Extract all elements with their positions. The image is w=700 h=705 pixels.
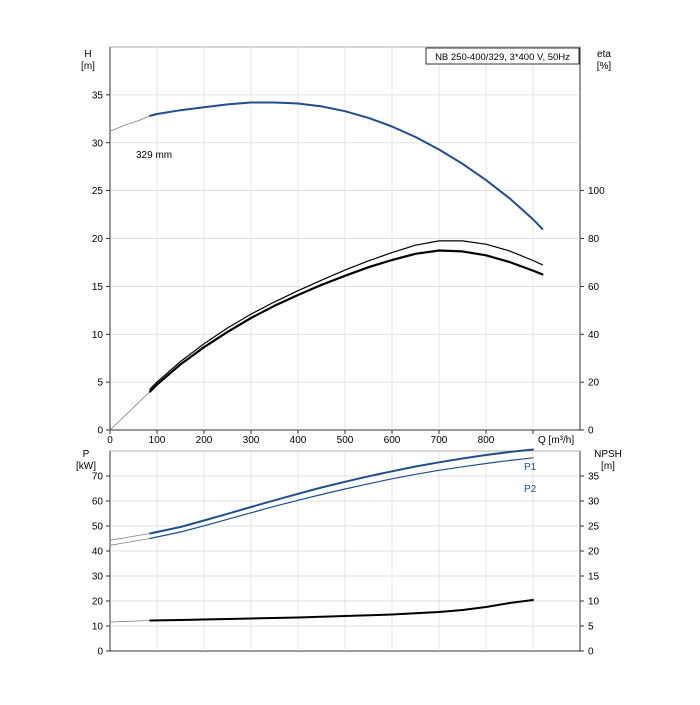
- head-tick-label: 30: [92, 138, 104, 149]
- power-axis-unit: [kW]: [76, 461, 96, 472]
- x-tick-label: 700: [431, 435, 448, 446]
- npsh-tick-label: 25: [588, 522, 600, 533]
- npsh-tick-label: 10: [588, 597, 600, 608]
- power-tick-label: 70: [92, 472, 104, 483]
- head-axis-label: H: [84, 49, 91, 60]
- head-tick-label: 15: [92, 282, 104, 293]
- power-tick-label: 10: [92, 622, 104, 633]
- p1-series-label: P1: [524, 462, 537, 473]
- power-tick-label: 40: [92, 547, 104, 558]
- npsh-axis-label: NPSH: [594, 449, 622, 460]
- x-axis-unit-label: Q [m³/h]: [538, 435, 574, 446]
- eta-tick-label: 60: [588, 282, 600, 293]
- x-tick-label: 800: [478, 435, 495, 446]
- top-x-ticks: 0 100 200 300 400 500 600 700 800: [107, 430, 534, 446]
- head-tick-label: 5: [97, 378, 103, 389]
- p1-extrapolated-curve: [109, 533, 151, 541]
- x-tick-label: 200: [196, 435, 213, 446]
- head-axis-unit: [m]: [81, 61, 95, 72]
- eta-tick-label: 0: [588, 426, 594, 437]
- head-tick-label: 20: [92, 234, 104, 245]
- bottom-series: [109, 448, 534, 623]
- npsh-tick-label: 20: [588, 547, 600, 558]
- head-tick-label: 35: [92, 90, 104, 101]
- x-tick-label: 500: [337, 435, 354, 446]
- bottom-grid: [110, 450, 580, 651]
- x-tick-label: 400: [290, 435, 307, 446]
- x-tick-label: 0: [107, 435, 113, 446]
- npsh-tick-label: 30: [588, 497, 600, 508]
- top-right-ticks: 0 20 40 60 80 100: [580, 186, 605, 437]
- power-tick-label: 0: [97, 647, 103, 658]
- eta-tick-label: 20: [588, 378, 600, 389]
- head-curve: [148, 101, 544, 230]
- p1-curve: [148, 448, 534, 535]
- head-tick-label: 25: [92, 186, 104, 197]
- power-tick-label: 50: [92, 522, 104, 533]
- power-tick-label: 60: [92, 497, 104, 508]
- p2-series-label: P2: [524, 484, 537, 495]
- head-efficiency-panel: 0 100 200 300 400 500 600 700 800 05101520253035…: [81, 46, 612, 446]
- eta-tick-label: 40: [588, 330, 600, 341]
- p2-extrapolated-curve: [109, 538, 151, 546]
- head-tick-label: 10: [92, 330, 104, 341]
- eta-tick-label: 100: [588, 186, 605, 197]
- p2-curve: [149, 457, 534, 540]
- head-tick-label: 0: [97, 426, 103, 437]
- npsh-extrapolated-curve: [109, 620, 151, 623]
- eta-extrapolated-curve: [109, 391, 151, 431]
- eta-axis-unit: [%]: [597, 61, 612, 72]
- impeller-diameter-annotation: 329 mm: [136, 150, 172, 161]
- x-tick-label: 100: [149, 435, 166, 446]
- chart-title: NB 250-400/329, 3*400 V, 50Hz: [435, 52, 570, 63]
- power-npsh-panel: 0 10 20 30 40 50 60 70 0 5 10 15 20 25 30 35 P [kW] NP…: [76, 448, 622, 658]
- npsh-tick-label: 15: [588, 572, 600, 583]
- npsh-tick-label: 0: [588, 647, 594, 658]
- eta-upper-curve: [149, 240, 544, 390]
- eta-axis-label: eta: [597, 49, 611, 60]
- power-tick-label: 20: [92, 597, 104, 608]
- top-series: [109, 101, 544, 431]
- top-left-ticks: 0 5 10 15 20 25 30 35: [92, 90, 110, 437]
- power-axis-label: P: [83, 449, 90, 460]
- top-grid: [110, 46, 580, 430]
- npsh-tick-label: 35: [588, 472, 600, 483]
- power-tick-label: 30: [92, 572, 104, 583]
- head-extrapolated-curve: [109, 115, 151, 132]
- npsh-tick-label: 5: [588, 622, 594, 633]
- x-tick-label: 300: [243, 435, 260, 446]
- x-tick-label: 600: [384, 435, 401, 446]
- bottom-left-ticks: 0 10 20 30 40 50 60 70: [92, 472, 110, 658]
- npsh-curve: [148, 599, 534, 622]
- eta-tick-label: 80: [588, 234, 600, 245]
- npsh-axis-unit: [m]: [601, 461, 615, 472]
- title-box: [425, 47, 580, 65]
- bottom-right-ticks: 0 5 10 15 20 25 30 35: [580, 472, 600, 658]
- eta-lower-curve: [148, 249, 544, 393]
